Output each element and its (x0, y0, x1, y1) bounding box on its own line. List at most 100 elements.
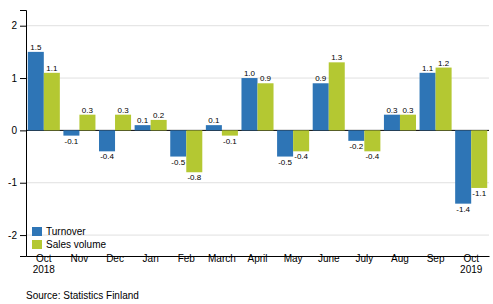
x-tick: Feb (178, 253, 196, 264)
y-axis-line (20, 11, 27, 257)
bar (455, 130, 471, 203)
y-tick-mark (20, 130, 26, 131)
x-tick: July (355, 253, 373, 264)
x-tick: March (208, 253, 236, 264)
data-label: 0.3 (82, 106, 94, 115)
x-tick: June (318, 253, 340, 264)
bar (384, 115, 400, 131)
bar (135, 125, 151, 130)
bar (151, 120, 167, 130)
grid-line (26, 182, 489, 183)
data-label: -1.4 (456, 205, 470, 214)
legend: Turnover Sales volume (32, 226, 106, 250)
data-label: 0.9 (315, 74, 327, 83)
x-tick-label: Oct2019 (460, 253, 483, 275)
x-tick-label: April (247, 253, 267, 264)
x-tick-label: Feb (178, 253, 196, 264)
data-label: 0.2 (153, 111, 165, 120)
data-label: 0.3 (402, 106, 414, 115)
x-tick-label: Nov (71, 253, 89, 264)
x-tick: Sep (427, 253, 445, 264)
x-tick-label: Sep (427, 253, 445, 264)
data-label: -0.4 (294, 152, 308, 161)
bar (364, 130, 380, 151)
x-tick-label: Dec (106, 253, 124, 264)
x-tick: April (247, 253, 267, 264)
y-tick-label: -1 (8, 177, 17, 188)
data-label: -0.4 (100, 152, 114, 161)
x-tick-label: Aug (391, 253, 409, 264)
x-tick-label: July (355, 253, 373, 264)
x-tick: Aug (391, 253, 409, 264)
y-axis: -2 -1 0 1 2 (8, 11, 26, 257)
legend-item: Sales volume (32, 239, 106, 250)
bar (313, 83, 329, 130)
y-tick: 1 (11, 73, 26, 84)
bars (28, 52, 487, 204)
bar (115, 115, 131, 131)
bar (436, 68, 452, 131)
y-tick-mark (20, 235, 26, 236)
bar (44, 73, 60, 131)
source-note: Source: Statistics Finland (26, 290, 139, 301)
x-tick: Nov (71, 253, 89, 264)
bar (329, 62, 345, 130)
data-label: 1.3 (331, 53, 343, 62)
bar-series (28, 52, 471, 204)
bar (471, 130, 487, 188)
x-tick-label: June (318, 253, 340, 264)
x-tick-label: May (284, 253, 303, 264)
grid-line (26, 235, 489, 236)
data-label: 0.9 (260, 74, 272, 83)
data-label: -0.4 (365, 152, 379, 161)
y-tick-label: 2 (11, 20, 17, 31)
x-tick: Oct2019 (460, 253, 483, 275)
data-label: 1.0 (244, 69, 256, 78)
data-label: 0.3 (117, 106, 129, 115)
data-label: -0.1 (223, 137, 237, 146)
y-tick: 0 (11, 125, 26, 136)
y-tick-mark (20, 183, 26, 184)
legend-label: Sales volume (46, 239, 106, 250)
bar (348, 130, 364, 140)
bar (293, 130, 309, 151)
y-tick-mark (20, 78, 26, 79)
data-label: 0.1 (208, 116, 220, 125)
data-label: 1.1 (422, 64, 434, 73)
bar (400, 115, 416, 131)
chart-svg: 1.5-0.1-0.40.1-0.50.11.0-0.50.9-0.20.31.… (0, 0, 493, 304)
x-tick: Dec (106, 253, 124, 264)
bar (277, 130, 293, 156)
bar (79, 115, 95, 131)
data-label: -1.1 (472, 189, 486, 198)
y-tick-label: 0 (11, 125, 17, 136)
legend-swatch (32, 227, 42, 236)
bar (28, 52, 44, 131)
bar (63, 130, 79, 135)
data-labels: 1.5-0.1-0.40.1-0.50.11.0-0.50.9-0.20.31.… (30, 43, 486, 214)
data-label: 1.5 (30, 43, 42, 52)
x-tick: Jan (143, 253, 159, 264)
x-axis: Oct2018 Nov Dec Jan Feb March April May June July… (27, 253, 490, 275)
data-label: 1.1 (46, 64, 58, 73)
bar (206, 125, 222, 130)
legend-label: Turnover (46, 226, 86, 237)
data-label: -0.1 (65, 137, 79, 146)
legend-item: Turnover (32, 226, 86, 237)
bar (420, 73, 436, 131)
grid-line (26, 25, 489, 26)
bar (170, 130, 186, 156)
data-label: 1.2 (438, 59, 450, 68)
y-tick: -1 (8, 177, 26, 188)
chart-container: 1.5-0.1-0.40.1-0.50.11.0-0.50.9-0.20.31.… (0, 0, 493, 304)
bar (241, 78, 257, 130)
x-tick: Oct2018 (33, 253, 56, 275)
data-label: -0.8 (187, 173, 201, 182)
bar (258, 83, 274, 130)
data-label: -0.2 (349, 142, 363, 151)
data-label: 0.1 (137, 116, 149, 125)
legend-swatch (32, 240, 42, 249)
x-tick: May (284, 253, 303, 264)
bar (99, 130, 115, 151)
y-tick: -2 (8, 230, 26, 241)
